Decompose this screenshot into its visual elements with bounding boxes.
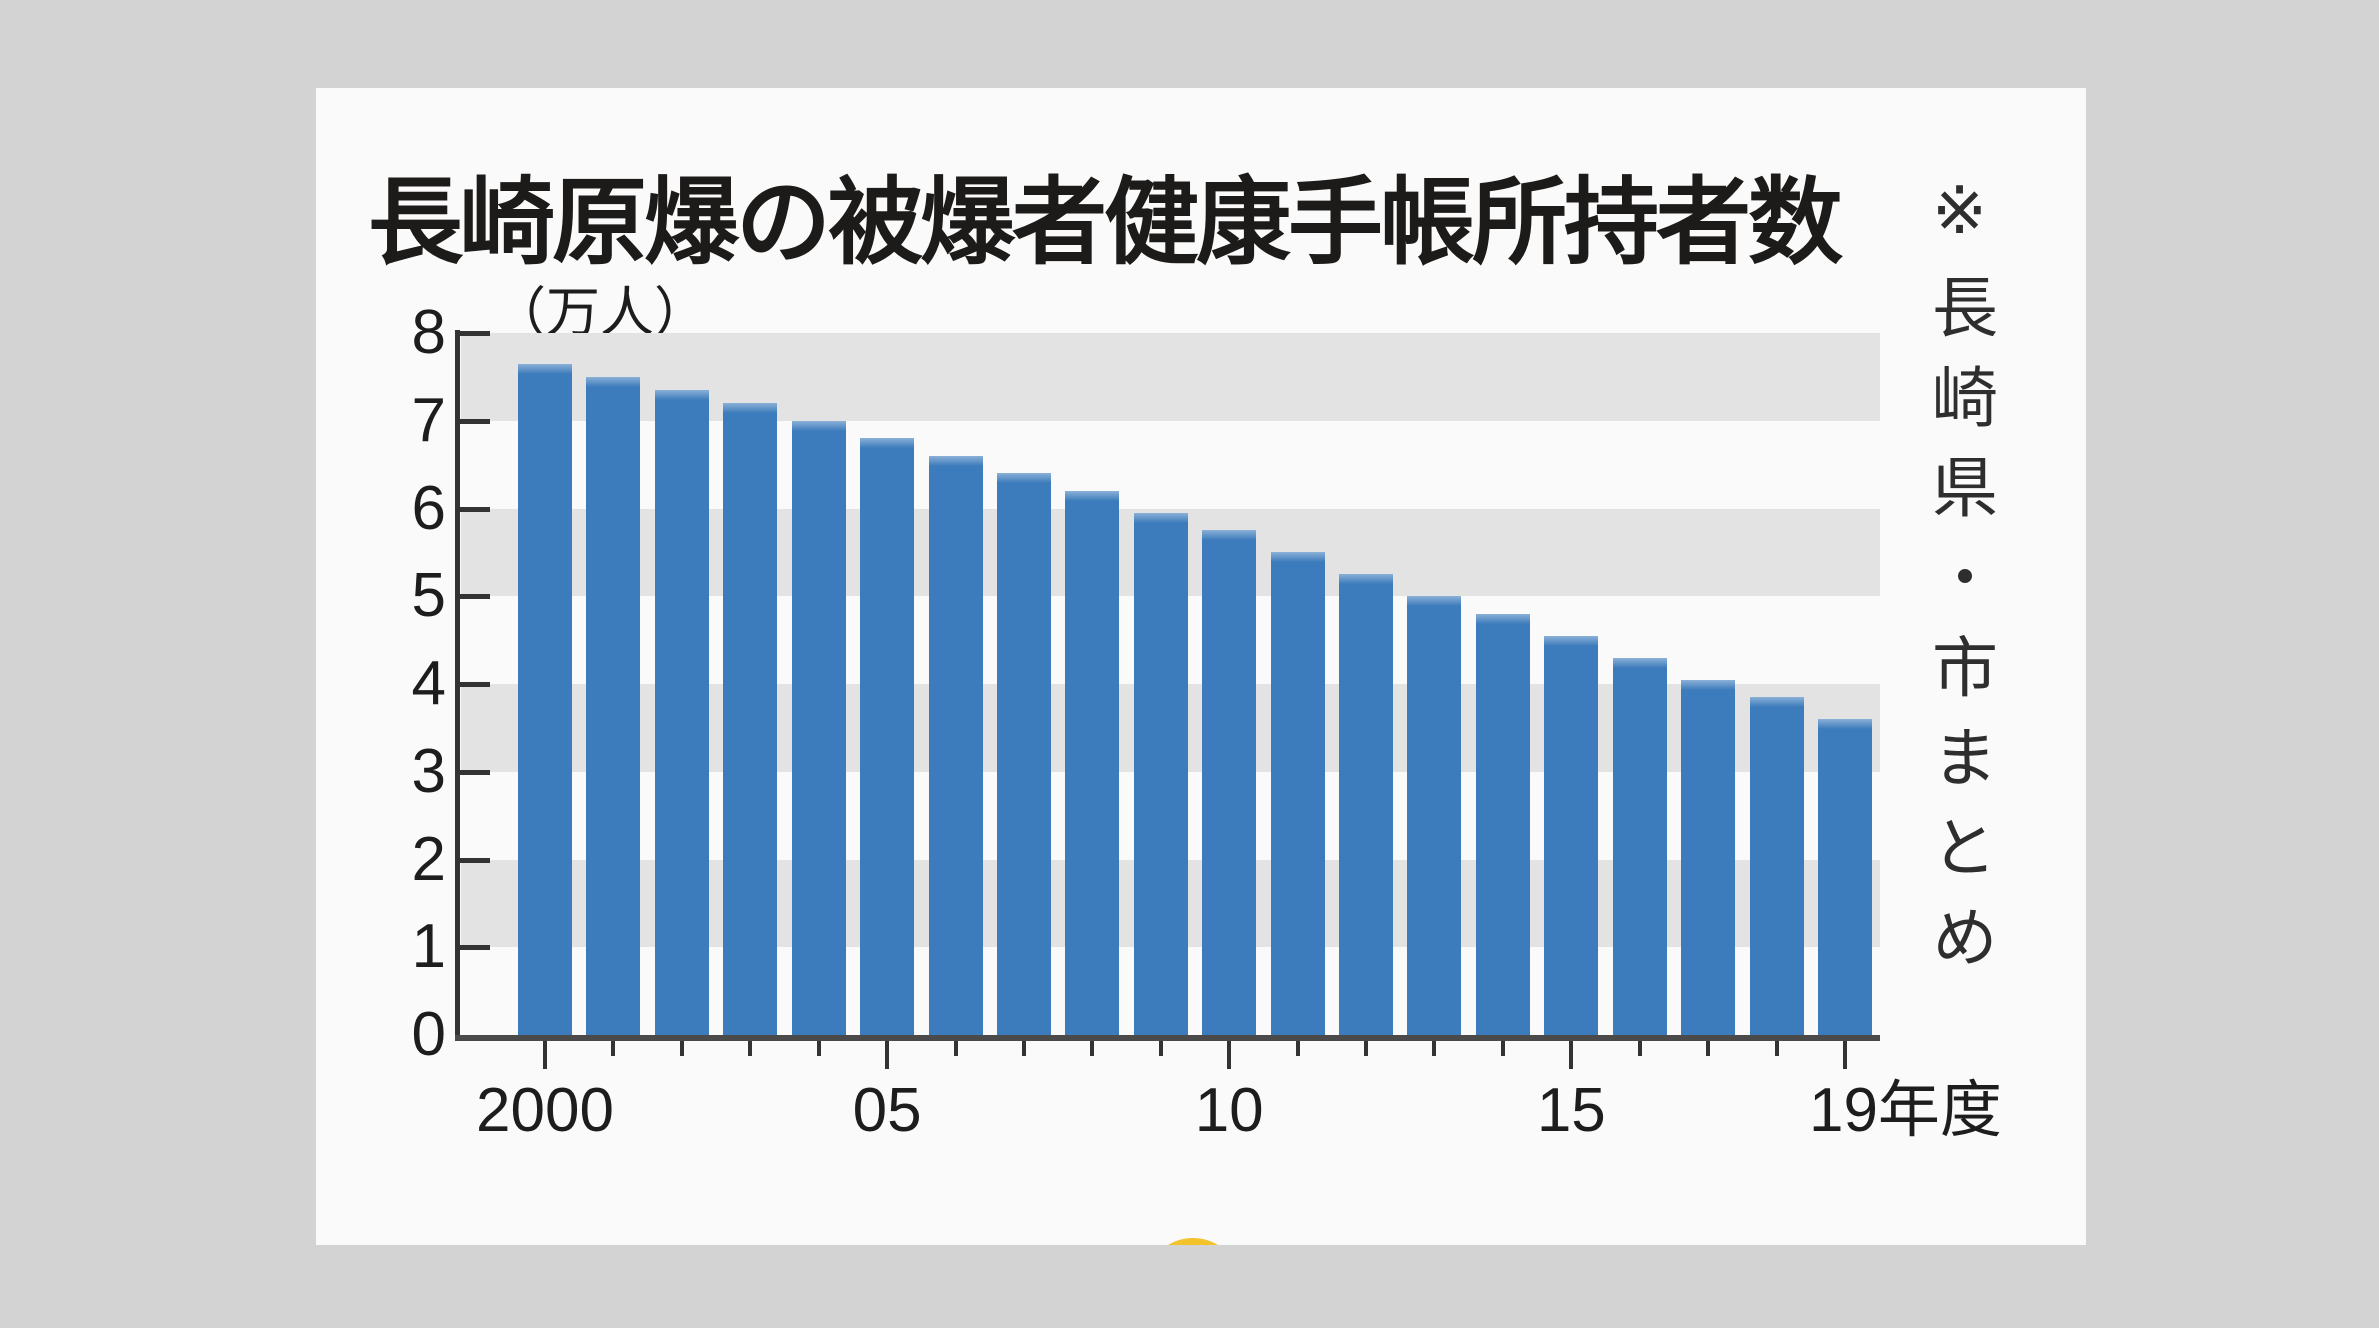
x-tick-2013 [1432, 1041, 1437, 1056]
x-tick-2003 [748, 1041, 753, 1056]
y-axis-line [455, 330, 460, 1038]
y-axis-label-3: 3 [411, 736, 446, 806]
y-tick-3 [458, 769, 490, 775]
bar-2003 [723, 403, 778, 1035]
bar-2007 [996, 473, 1051, 1035]
bar-2015 [1544, 635, 1599, 1035]
x-tick-2001 [611, 1041, 616, 1056]
x-tick-2005 [885, 1041, 890, 1069]
y-tick-6 [458, 506, 490, 512]
x-tick-2009 [1158, 1041, 1163, 1056]
y-axis-label-5: 5 [411, 561, 446, 631]
x-tick-2015 [1569, 1041, 1574, 1069]
x-tick-2002 [679, 1041, 684, 1056]
x-tick-2007 [1021, 1041, 1026, 1056]
y-axis-label-2: 2 [411, 824, 446, 894]
bar-2019 [1817, 719, 1872, 1035]
bar-2009 [1133, 512, 1188, 1035]
x-tick-2010 [1227, 1041, 1232, 1069]
x-tick-2000 [543, 1041, 547, 1069]
yellow-dot-decoration [1145, 1238, 1241, 1245]
bar-2012 [1339, 574, 1394, 1035]
x-tick-2017 [1706, 1041, 1711, 1056]
y-axis-label-1: 1 [411, 912, 446, 982]
x-tick-2019 [1842, 1041, 1847, 1069]
y-axis-label-8: 8 [411, 298, 446, 367]
bar-2013 [1407, 596, 1462, 1035]
x-axis-label-2000: 2000 [476, 1076, 614, 1145]
bar-2001 [586, 376, 641, 1035]
x-tick-2011 [1295, 1041, 1300, 1056]
bar-2018 [1749, 697, 1804, 1035]
x-tick-2012 [1364, 1041, 1369, 1056]
x-tick-2008 [1090, 1041, 1095, 1056]
bar-2002 [654, 390, 709, 1035]
bar-2004 [791, 420, 846, 1035]
y-tick-5 [458, 594, 490, 600]
bar-2000 [518, 363, 572, 1035]
chart-title: 長崎原爆の被爆者健康手帳所持者数 [368, 170, 1843, 276]
x-tick-2014 [1500, 1041, 1505, 1056]
x-tick-2018 [1774, 1041, 1779, 1056]
bar-2006 [928, 455, 983, 1035]
y-tick-8 [458, 331, 490, 336]
y-axis-label-0: 0 [411, 1000, 446, 1069]
y-axis-label-4: 4 [411, 649, 446, 718]
x-axis-label-2005: 05 [852, 1076, 922, 1145]
x-tick-2006 [953, 1041, 958, 1056]
bar-2014 [1475, 613, 1530, 1035]
bar-2016 [1612, 657, 1667, 1035]
bar-2011 [1270, 552, 1325, 1035]
x-axis-label-2010: 10 [1194, 1076, 1264, 1145]
x-tick-2016 [1637, 1041, 1642, 1056]
bar-2008 [1065, 490, 1120, 1035]
x-axis-label-2019: 19年度 [1808, 1076, 2002, 1145]
y-tick-7 [458, 418, 490, 424]
bar-2010 [1202, 530, 1257, 1035]
bar-chart-plot-area: 8 7 6 5 4 3 2 1 0 2000 05 10 15 19年度 [316, 88, 2086, 1245]
y-axis-label-7: 7 [411, 385, 446, 455]
x-tick-2004 [816, 1041, 821, 1056]
y-tick-2 [458, 857, 490, 863]
x-axis-line [455, 1035, 1880, 1041]
bar-2017 [1681, 679, 1736, 1035]
source-note: ※長崎県・市まとめ [1923, 172, 1997, 993]
y-tick-4 [458, 682, 490, 687]
x-axis-label-2015: 15 [1536, 1076, 1606, 1145]
bar-2005 [860, 438, 915, 1035]
y-tick-1 [458, 945, 490, 951]
y-axis-label-6: 6 [411, 473, 446, 543]
